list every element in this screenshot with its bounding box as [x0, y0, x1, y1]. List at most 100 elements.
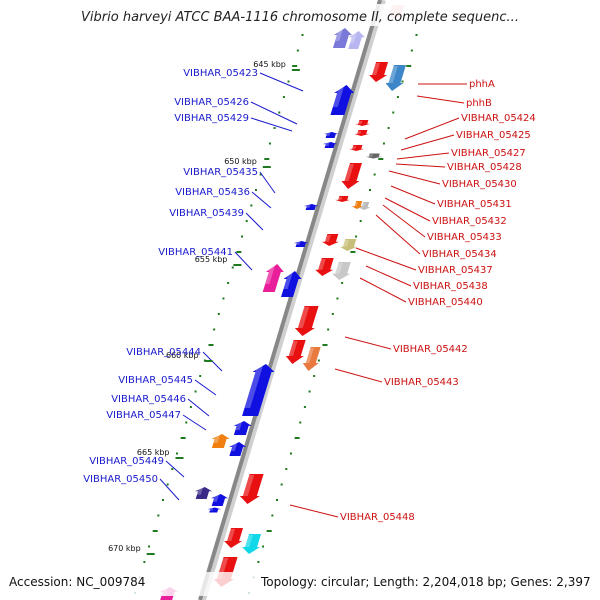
gene-label-right[interactable]: VIBHAR_05428: [447, 162, 522, 173]
leader-line: [404, 117, 460, 140]
gene-arrow[interactable]: [330, 28, 354, 48]
backbone-shadow: [200, 0, 386, 600]
gene-arrow[interactable]: [351, 201, 365, 209]
gene-label-right[interactable]: VIBHAR_05438: [413, 281, 488, 292]
gene-arrow[interactable]: [240, 534, 264, 554]
gene-label-left[interactable]: VIBHAR_05450: [83, 474, 158, 485]
chromosome-backbone: [198, 0, 382, 600]
gene-arrow[interactable]: [383, 65, 409, 91]
leader-line: [245, 212, 264, 231]
gene-arrow[interactable]: [300, 347, 323, 371]
leader-line: [359, 277, 407, 303]
leader-line: [396, 152, 450, 160]
gene-label-left[interactable]: VIBHAR_05445: [118, 375, 193, 386]
gene-arrow[interactable]: [231, 421, 253, 435]
gene-arrow[interactable]: [303, 204, 320, 210]
gene-label-right[interactable]: VIBHAR_05434: [422, 249, 497, 260]
leader-line: [388, 170, 441, 185]
map-title: Vibrio harveyi ATCC BAA-1116 chromosome …: [81, 10, 519, 25]
leader-line: [289, 504, 339, 518]
leader-line: [375, 214, 421, 255]
gene-label-right[interactable]: phhB: [466, 98, 492, 109]
gene-arrow[interactable]: [322, 142, 339, 148]
leader-line: [355, 247, 417, 271]
leader-line: [259, 171, 276, 194]
gene-label-right[interactable]: VIBHAR_05443: [384, 377, 459, 388]
gene-arrow[interactable]: [222, 528, 246, 548]
leader-line: [344, 336, 392, 350]
gene-label-left[interactable]: VIBHAR_05426: [174, 97, 249, 108]
leader-line: [234, 251, 253, 271]
gene-arrow[interactable]: [327, 85, 356, 115]
gene-arrow[interactable]: [354, 130, 371, 136]
leader-line: [400, 134, 455, 151]
gene-arrow[interactable]: [237, 474, 266, 504]
gene-label-right[interactable]: VIBHAR_05433: [427, 232, 502, 243]
accession-text: Accession: NC_009784: [9, 575, 145, 589]
title-backdrop: [60, 4, 540, 26]
gene-arrow[interactable]: [358, 202, 372, 210]
gene-arrow[interactable]: [335, 196, 352, 202]
gene-label-right[interactable]: VIBHAR_05424: [461, 113, 536, 124]
leader-line: [182, 414, 207, 431]
gene-arrow[interactable]: [349, 145, 366, 151]
gene-label-right[interactable]: VIBHAR_05442: [393, 344, 468, 355]
gene-arrow[interactable]: [283, 340, 308, 364]
gene-arrow[interactable]: [206, 507, 222, 513]
gene-label-left[interactable]: VIBHAR_05441: [158, 247, 233, 258]
gene-label-right[interactable]: VIBHAR_05437: [418, 265, 493, 276]
gene-arrow[interactable]: [339, 239, 360, 251]
scale-label: 660 kbp: [166, 351, 199, 360]
gene-arrow[interactable]: [339, 163, 365, 189]
gene-label-left[interactable]: VIBHAR_05436: [175, 187, 250, 198]
leader-line: [334, 368, 383, 383]
leader-line: [395, 163, 446, 168]
gene-arrow[interactable]: [193, 487, 214, 499]
gene-arrow[interactable]: [260, 264, 287, 292]
gene-arrow[interactable]: [330, 262, 354, 280]
leader-line: [187, 398, 210, 417]
leader-line: [250, 117, 293, 132]
gene-label-left[interactable]: VIBHAR_05449: [89, 456, 164, 467]
gene-label-left[interactable]: VIBHAR_05423: [183, 68, 258, 79]
gene-label-right[interactable]: VIBHAR_05431: [437, 199, 512, 210]
gene-arrow[interactable]: [292, 306, 321, 336]
gene-label-left[interactable]: VIBHAR_05444: [126, 347, 201, 358]
gene-label-right[interactable]: VIBHAR_05430: [442, 179, 517, 190]
gene-arrow[interactable]: [355, 120, 372, 126]
gene-label-right[interactable]: VIBHAR_05440: [408, 297, 483, 308]
gene-label-right[interactable]: VIBHAR_05427: [451, 148, 526, 159]
gene-arrow[interactable]: [239, 364, 277, 416]
gene-label-left[interactable]: VIBHAR_05439: [169, 208, 244, 219]
gene-label-left[interactable]: VIBHAR_05447: [106, 410, 181, 421]
footer-backdrop: [0, 572, 600, 596]
leader-line: [251, 191, 272, 209]
gene-arrow[interactable]: [209, 494, 230, 506]
gene-label-right[interactable]: VIBHAR_05448: [340, 512, 415, 523]
gene-label-right[interactable]: VIBHAR_05425: [456, 130, 531, 141]
gene-arrow[interactable]: [293, 241, 310, 247]
gene-arrow[interactable]: [367, 62, 391, 82]
leader-line: [165, 460, 185, 478]
gene-arrow[interactable]: [313, 258, 337, 276]
gene-arrow[interactable]: [345, 31, 367, 49]
gene-label-right[interactable]: VIBHAR_05432: [432, 216, 507, 227]
gene-arrow[interactable]: [278, 271, 304, 297]
gene-label-left[interactable]: VIBHAR_05446: [111, 394, 186, 405]
gene-label-left[interactable]: VIBHAR_05429: [174, 113, 249, 124]
gene-arrow[interactable]: [226, 442, 247, 456]
leader-line: [259, 72, 304, 92]
gene-arrow[interactable]: [323, 132, 340, 138]
leader-line: [194, 379, 217, 396]
right-gene-labels: phhA phhB VIBHAR_05424 VIBHAR_05425 VIBHAR_0…: [340, 79, 536, 523]
leader-line: [382, 204, 426, 238]
gene-label-left[interactable]: VIBHAR_05435: [183, 167, 258, 178]
gene-arrow[interactable]: [209, 434, 231, 448]
gene-label-right[interactable]: phhA: [469, 79, 495, 90]
scale-label: 670 kbp: [108, 544, 141, 553]
topology-text: Topology: circular; Length: 2,204,018 bp…: [260, 575, 591, 589]
gene-arrow[interactable]: [365, 153, 383, 159]
scale-labels: 645 kbp 650 kbp 655 kbp 660 kbp 665 kbp 670 k…: [108, 60, 300, 555]
gene-arrow[interactable]: [321, 234, 342, 246]
